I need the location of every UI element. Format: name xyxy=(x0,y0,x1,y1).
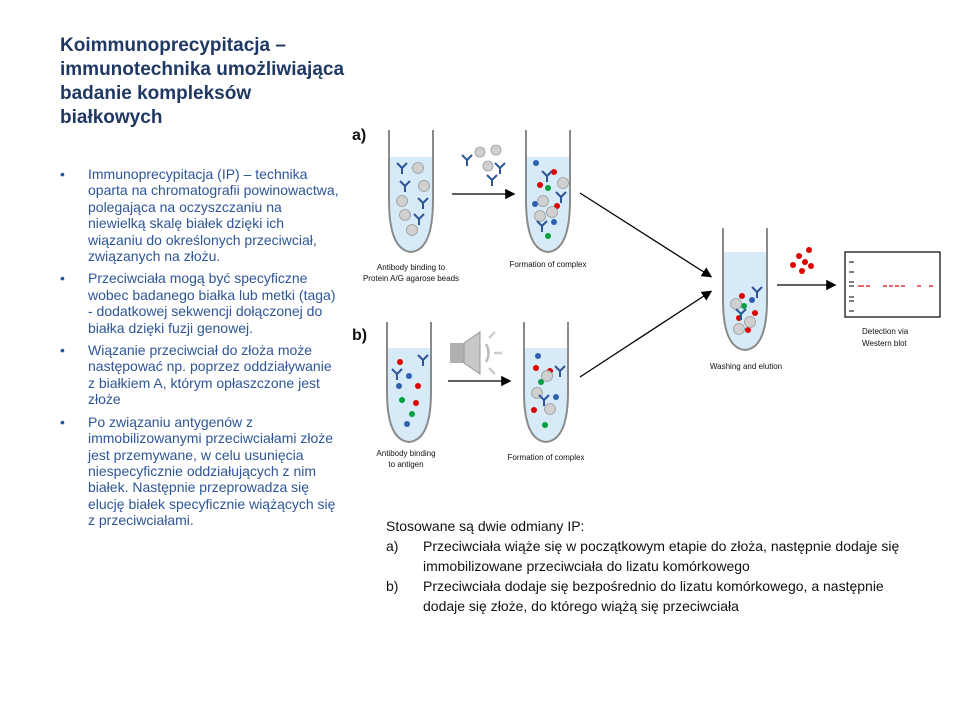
bullet-marker: • xyxy=(60,270,65,287)
speaker-icon[interactable] xyxy=(450,331,502,375)
caption-b1-line1: Antibody binding xyxy=(376,449,435,458)
caption-detect-line2: Western blot xyxy=(862,339,908,348)
antibody-icon xyxy=(494,162,506,175)
bullet-marker: • xyxy=(60,342,65,359)
bead xyxy=(418,180,430,192)
note-text: Przeciwciała dodaje się bezpośrednio do … xyxy=(423,578,884,614)
eluted-proteins xyxy=(790,247,814,274)
slide-title: Koimmunoprecypitacja – immunotechnika um… xyxy=(60,35,345,128)
panel-label-b: b) xyxy=(352,327,367,344)
bullet-item: • Po związaniu antygenów z immobilizowany… xyxy=(60,414,340,529)
bead xyxy=(546,206,558,218)
tube-wash xyxy=(722,228,768,352)
bead xyxy=(557,177,569,189)
caption-b2: Formation of complex xyxy=(508,453,585,462)
caption-detect-line1: Detection via xyxy=(862,327,909,336)
bullet-text: Po związaniu antygenów z immobilizowanym… xyxy=(88,413,336,529)
tube-a1 xyxy=(388,130,434,254)
tube-b1 xyxy=(386,322,432,444)
bead xyxy=(399,209,411,221)
bead xyxy=(544,403,556,415)
bead xyxy=(541,370,553,382)
tube-a2 xyxy=(525,130,571,254)
bead xyxy=(396,195,408,207)
caption-wash: Washing and elution xyxy=(710,362,782,371)
note-item: a) Przeciwciała wiąże się w początkowym e… xyxy=(386,536,906,576)
bead xyxy=(744,316,756,328)
arrow xyxy=(579,290,713,378)
bullet-list: • Immunoprecypitacja (IP) – technika opar… xyxy=(60,166,340,535)
bullet-item: • Immunoprecypitacja (IP) – technika opar… xyxy=(60,166,340,264)
note-list: a) Przeciwciała wiąże się w początkowym e… xyxy=(386,536,906,616)
caption-a1-line1: Antibody binding to xyxy=(377,263,446,272)
bullet-item: • Wiązanie przeciwciał do złoża może nast… xyxy=(60,342,340,408)
note-item: b) Przeciwciała dodaje się bezpośrednio d… xyxy=(386,576,906,616)
western-blot xyxy=(844,251,941,318)
note-marker: a) xyxy=(386,538,399,554)
bullet-marker: • xyxy=(60,413,65,430)
bead xyxy=(730,298,742,310)
caption-a2: Formation of complex xyxy=(510,260,587,269)
note-intro: Stosowane są dwie odmiany IP: xyxy=(386,518,585,534)
bead xyxy=(406,224,418,236)
panel-label-a: a) xyxy=(352,127,366,144)
bead-antibody-cluster-a xyxy=(461,144,506,187)
bead xyxy=(733,323,745,335)
bullet-text: Immunoprecypitacja (IP) – technika opart… xyxy=(88,166,339,265)
antibody-icon xyxy=(461,154,473,167)
tube-b2 xyxy=(523,322,569,444)
caption-b1-line2: to antigen xyxy=(388,460,423,469)
bead xyxy=(534,210,546,222)
antibody-icon xyxy=(486,174,498,187)
bead xyxy=(412,162,424,174)
note-marker: b) xyxy=(386,578,399,594)
bullet-text: Wiązanie przeciwciał do złoża może nastę… xyxy=(88,342,332,408)
arrow xyxy=(579,192,713,278)
note-text: Przeciwciała wiąże się w początkowym eta… xyxy=(423,538,900,574)
bullet-marker: • xyxy=(60,166,65,182)
bead xyxy=(537,195,549,207)
caption-a1-line2: Protein A/G agarose beads xyxy=(363,274,459,283)
bullet-item: • Przeciwciała mogą być specyficzne wobec… xyxy=(60,270,340,336)
bullet-text: Przeciwciała mogą być specyficzne wobec … xyxy=(88,270,336,336)
ip-variants-note: Stosowane są dwie odmiany IP: a) Przeciwc… xyxy=(386,516,906,616)
